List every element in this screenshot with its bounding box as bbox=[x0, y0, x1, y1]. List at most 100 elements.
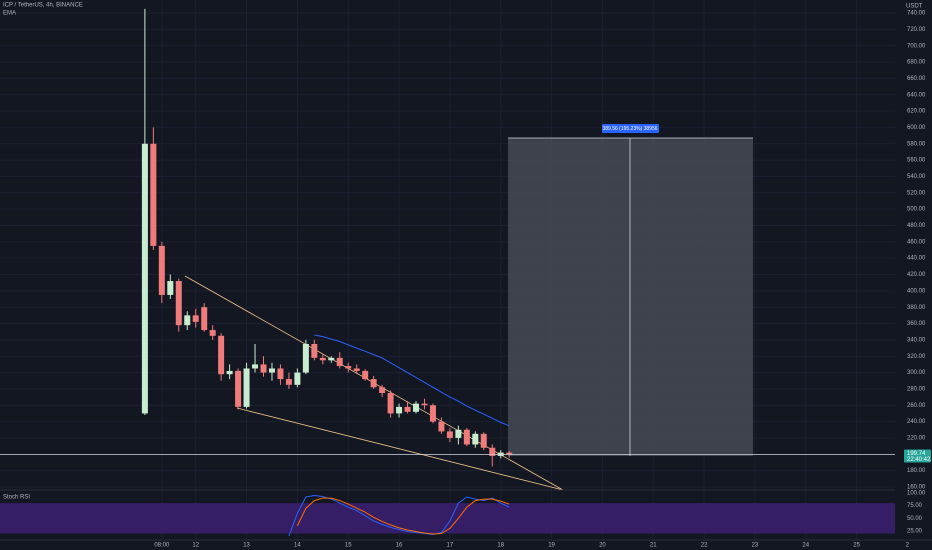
last-price-box bbox=[904, 449, 931, 463]
y-tick-label: 740.00 bbox=[907, 11, 926, 17]
candle-body bbox=[345, 366, 352, 369]
y-tick-label: 460.00 bbox=[907, 239, 926, 245]
y-tick-label: 160.00 bbox=[907, 485, 926, 491]
x-tick-label: 22 bbox=[701, 543, 708, 549]
y-tick-label: 260.00 bbox=[907, 403, 926, 409]
x-tick-label: 2 bbox=[906, 543, 910, 549]
currency: USDT bbox=[906, 4, 923, 10]
candle-body bbox=[294, 372, 301, 385]
symbol: ICP / TetherUS, 4h, BINANCE bbox=[3, 3, 83, 9]
stoch-band bbox=[0, 503, 895, 534]
trendline-lower bbox=[236, 407, 564, 491]
candle-body bbox=[158, 245, 165, 295]
candle-body bbox=[277, 368, 284, 380]
y-tick-label: 380.00 bbox=[907, 305, 926, 311]
candle-body bbox=[362, 370, 369, 380]
y-tick-label: 660.00 bbox=[907, 76, 926, 82]
x-tick-label: 08:00 bbox=[154, 543, 170, 549]
y-tick-label: 680.00 bbox=[907, 60, 926, 66]
x-tick-label: 19 bbox=[548, 543, 555, 549]
position-box bbox=[508, 138, 753, 456]
candle-body bbox=[150, 143, 157, 246]
candle-body bbox=[184, 315, 191, 326]
candle-body bbox=[209, 330, 216, 336]
x-tick-label: 24 bbox=[802, 543, 809, 549]
x-tick-label: 18 bbox=[497, 543, 504, 549]
x-tick-label: 16 bbox=[396, 543, 403, 549]
candle-body bbox=[319, 357, 326, 361]
y-tick-label: 700.00 bbox=[907, 43, 926, 49]
indicator: EMA bbox=[3, 11, 16, 17]
candle-body bbox=[387, 392, 394, 414]
candle-body bbox=[226, 370, 233, 375]
y-tick-label: 420.00 bbox=[907, 272, 926, 278]
y-tick-label: 340.00 bbox=[907, 337, 926, 343]
candle-body bbox=[463, 429, 470, 445]
candle-body bbox=[429, 405, 436, 422]
candle-body bbox=[268, 368, 275, 373]
axis: 740.00 720.00 700.00 680.00 660.00 640.00 620.… bbox=[154, 11, 931, 549]
y-tick-label: 320.00 bbox=[907, 354, 926, 360]
candle-body bbox=[311, 343, 318, 358]
y-tick-label: 480.00 bbox=[907, 223, 926, 229]
y-tick-label: 540.00 bbox=[907, 174, 926, 180]
candle-body bbox=[404, 406, 411, 412]
y-tick-label: 400.00 bbox=[907, 288, 926, 294]
x-tick-label: 15 bbox=[345, 543, 352, 549]
y-tick-label: 180.00 bbox=[907, 468, 926, 474]
y-tick-label: 440.00 bbox=[907, 256, 926, 262]
stoch-d bbox=[296, 497, 510, 535]
candle-body bbox=[302, 343, 309, 373]
candle-body bbox=[175, 281, 182, 326]
candle-body bbox=[489, 447, 496, 456]
x-tick-label: 14 bbox=[294, 543, 301, 549]
candle-body bbox=[480, 433, 487, 448]
y-tick-label: 240.00 bbox=[907, 419, 926, 425]
y-tick-label: 720.00 bbox=[907, 27, 926, 33]
stoch-tick-label: 50.00 bbox=[907, 516, 923, 522]
stoch-tick-label: 75.00 bbox=[907, 503, 923, 509]
y-tick-label: 600.00 bbox=[907, 125, 926, 131]
candle-body bbox=[421, 403, 428, 406]
candle-body bbox=[336, 357, 343, 367]
candle-body bbox=[192, 315, 199, 322]
x-tick-label: 17 bbox=[447, 543, 454, 549]
x-tick-label: 25 bbox=[853, 543, 860, 549]
x-tick-label: 12 bbox=[192, 543, 199, 549]
y-tick-label: 520.00 bbox=[907, 190, 926, 196]
x-tick-label: 13 bbox=[243, 543, 250, 549]
position-label-box bbox=[602, 124, 659, 133]
candle-body bbox=[413, 403, 420, 412]
candle-body bbox=[201, 307, 208, 331]
y-tick-label: 360.00 bbox=[907, 321, 926, 327]
candle-body bbox=[167, 281, 174, 295]
last-price-label: 199.74 bbox=[907, 451, 926, 457]
candle-body bbox=[455, 429, 462, 438]
candle-body bbox=[446, 431, 453, 438]
y-tick-label: 500.00 bbox=[907, 207, 926, 213]
candle-body bbox=[379, 387, 386, 393]
countdown: 22:40:42 bbox=[907, 457, 931, 463]
candle-body bbox=[328, 357, 335, 361]
candle-body bbox=[506, 452, 513, 455]
y-tick-label: 580.00 bbox=[907, 141, 926, 147]
stoch-k bbox=[288, 494, 510, 537]
candle-body bbox=[243, 368, 250, 407]
candle-body bbox=[285, 379, 292, 385]
stoch-title: Stoch RSI bbox=[3, 495, 30, 501]
candle-body bbox=[218, 335, 225, 375]
x-tick-label: 21 bbox=[650, 543, 657, 549]
candle-body bbox=[141, 143, 148, 414]
y-tick-label: 560.00 bbox=[907, 158, 926, 164]
candle-body bbox=[472, 433, 479, 445]
y-tick-label: 640.00 bbox=[907, 92, 926, 98]
stoch-tick-label: 25.00 bbox=[907, 529, 923, 535]
ema-line bbox=[314, 334, 510, 427]
stoch-tick-label: 100.00 bbox=[907, 491, 926, 497]
candle-body bbox=[252, 364, 259, 369]
y-tick-label: 220.00 bbox=[907, 436, 926, 442]
candle-body bbox=[260, 364, 267, 373]
candle-body bbox=[438, 421, 445, 432]
candle-body bbox=[370, 379, 377, 388]
